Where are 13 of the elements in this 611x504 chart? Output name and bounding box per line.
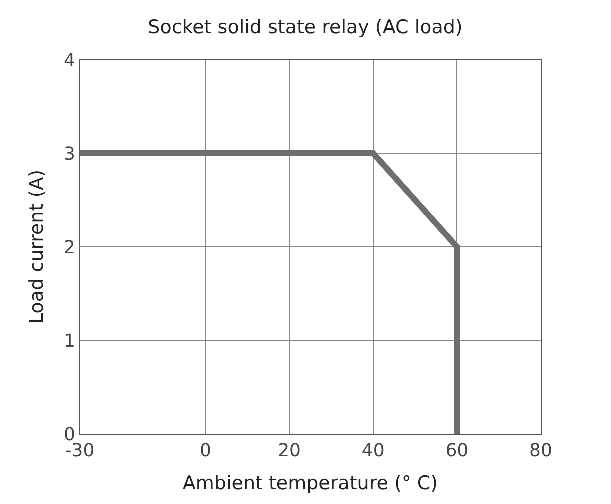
- y-tick-label: 3: [64, 144, 76, 165]
- y-tick-label: 1: [64, 330, 76, 352]
- x-tick-label: -30: [65, 440, 95, 462]
- y-tick-label: 4: [64, 50, 76, 72]
- y-axis-title: Load current (A): [26, 170, 48, 324]
- x-tick-label: 40: [362, 440, 385, 462]
- chart-title: Socket solid state relay (AC load): [148, 16, 463, 38]
- x-axis-title: Ambient temperature (° C): [182, 472, 438, 494]
- x-tick-label: 80: [530, 440, 552, 462]
- x-tick-label: 0: [200, 440, 212, 462]
- x-tick-label: 60: [446, 440, 469, 462]
- y-tick-label: 2: [64, 237, 76, 258]
- x-tick-label: 20: [278, 440, 302, 462]
